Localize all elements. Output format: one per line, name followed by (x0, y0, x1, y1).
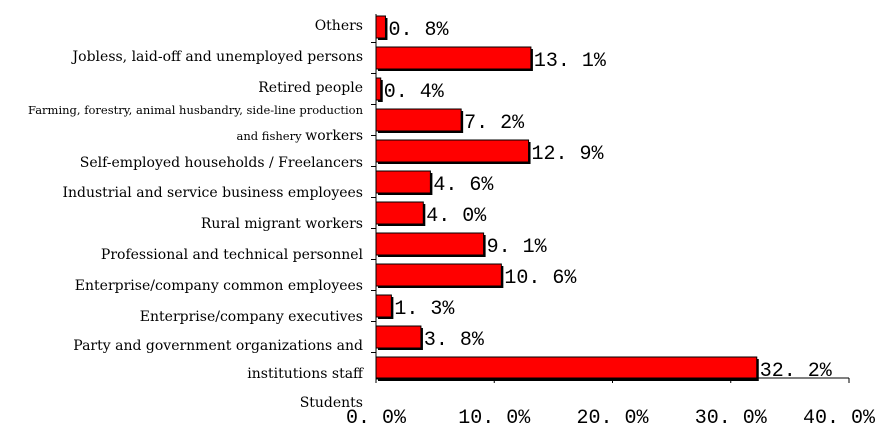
x-tick-label: 10. 0% (458, 407, 531, 430)
bar (375, 356, 758, 380)
value-label: 0. 4% (384, 81, 445, 104)
value-label: 4. 0% (426, 205, 487, 228)
bar (375, 77, 382, 101)
x-tick-label: 0. 0% (346, 407, 407, 430)
category-label: Jobless, laid-off and unemployed persons (71, 49, 363, 65)
value-label: 12. 9% (532, 143, 605, 166)
bar (375, 170, 431, 194)
category-label: Enterprise/company common employees (75, 278, 363, 294)
x-tick-label: 20. 0% (576, 407, 649, 430)
value-label: 3. 8% (424, 329, 485, 352)
bar (375, 108, 462, 132)
bar (375, 232, 485, 256)
category-label: Students (300, 395, 363, 411)
category-label: Others (315, 18, 363, 34)
category-label: Self-employed households / Freelancers (80, 155, 363, 171)
value-label: 0. 8% (388, 19, 449, 42)
category-label: Party and government organizations and (73, 338, 363, 354)
category-label: Retired people (258, 80, 363, 96)
category-label: Enterprise/company executives (140, 309, 363, 325)
value-label: 13. 1% (534, 50, 607, 73)
category-label: Industrial and service business employee… (62, 185, 363, 201)
bar (375, 46, 532, 70)
plot-area: 0. 8% 13. 1% 0. 4% 7. 2% 12. 9% 4. 6% 4. 0%9. … (28, 14, 876, 430)
value-label: 9. 1% (487, 236, 548, 259)
bar (375, 201, 424, 225)
value-label: 1. 3% (394, 298, 455, 321)
value-label: 7. 2% (464, 112, 525, 135)
bar (375, 15, 386, 39)
category-label: institutions staff (247, 366, 364, 382)
category-label: Farming, forestry, animal husbandry, sid… (28, 103, 364, 117)
value-label: 32. 2% (760, 360, 833, 383)
category-label: Rural migrant workers (201, 216, 363, 232)
value-label: 4. 6% (433, 174, 494, 197)
bar (375, 294, 392, 318)
bar (375, 263, 502, 287)
x-tick-label: 30. 0% (695, 407, 768, 430)
bar (375, 325, 422, 349)
value-label: 10. 6% (504, 267, 577, 290)
bar (375, 139, 530, 163)
x-tick-label: 40. 0% (803, 407, 876, 430)
category-label: Professional and technical personnel (101, 247, 364, 263)
category-label: and fishery workers (237, 128, 363, 144)
